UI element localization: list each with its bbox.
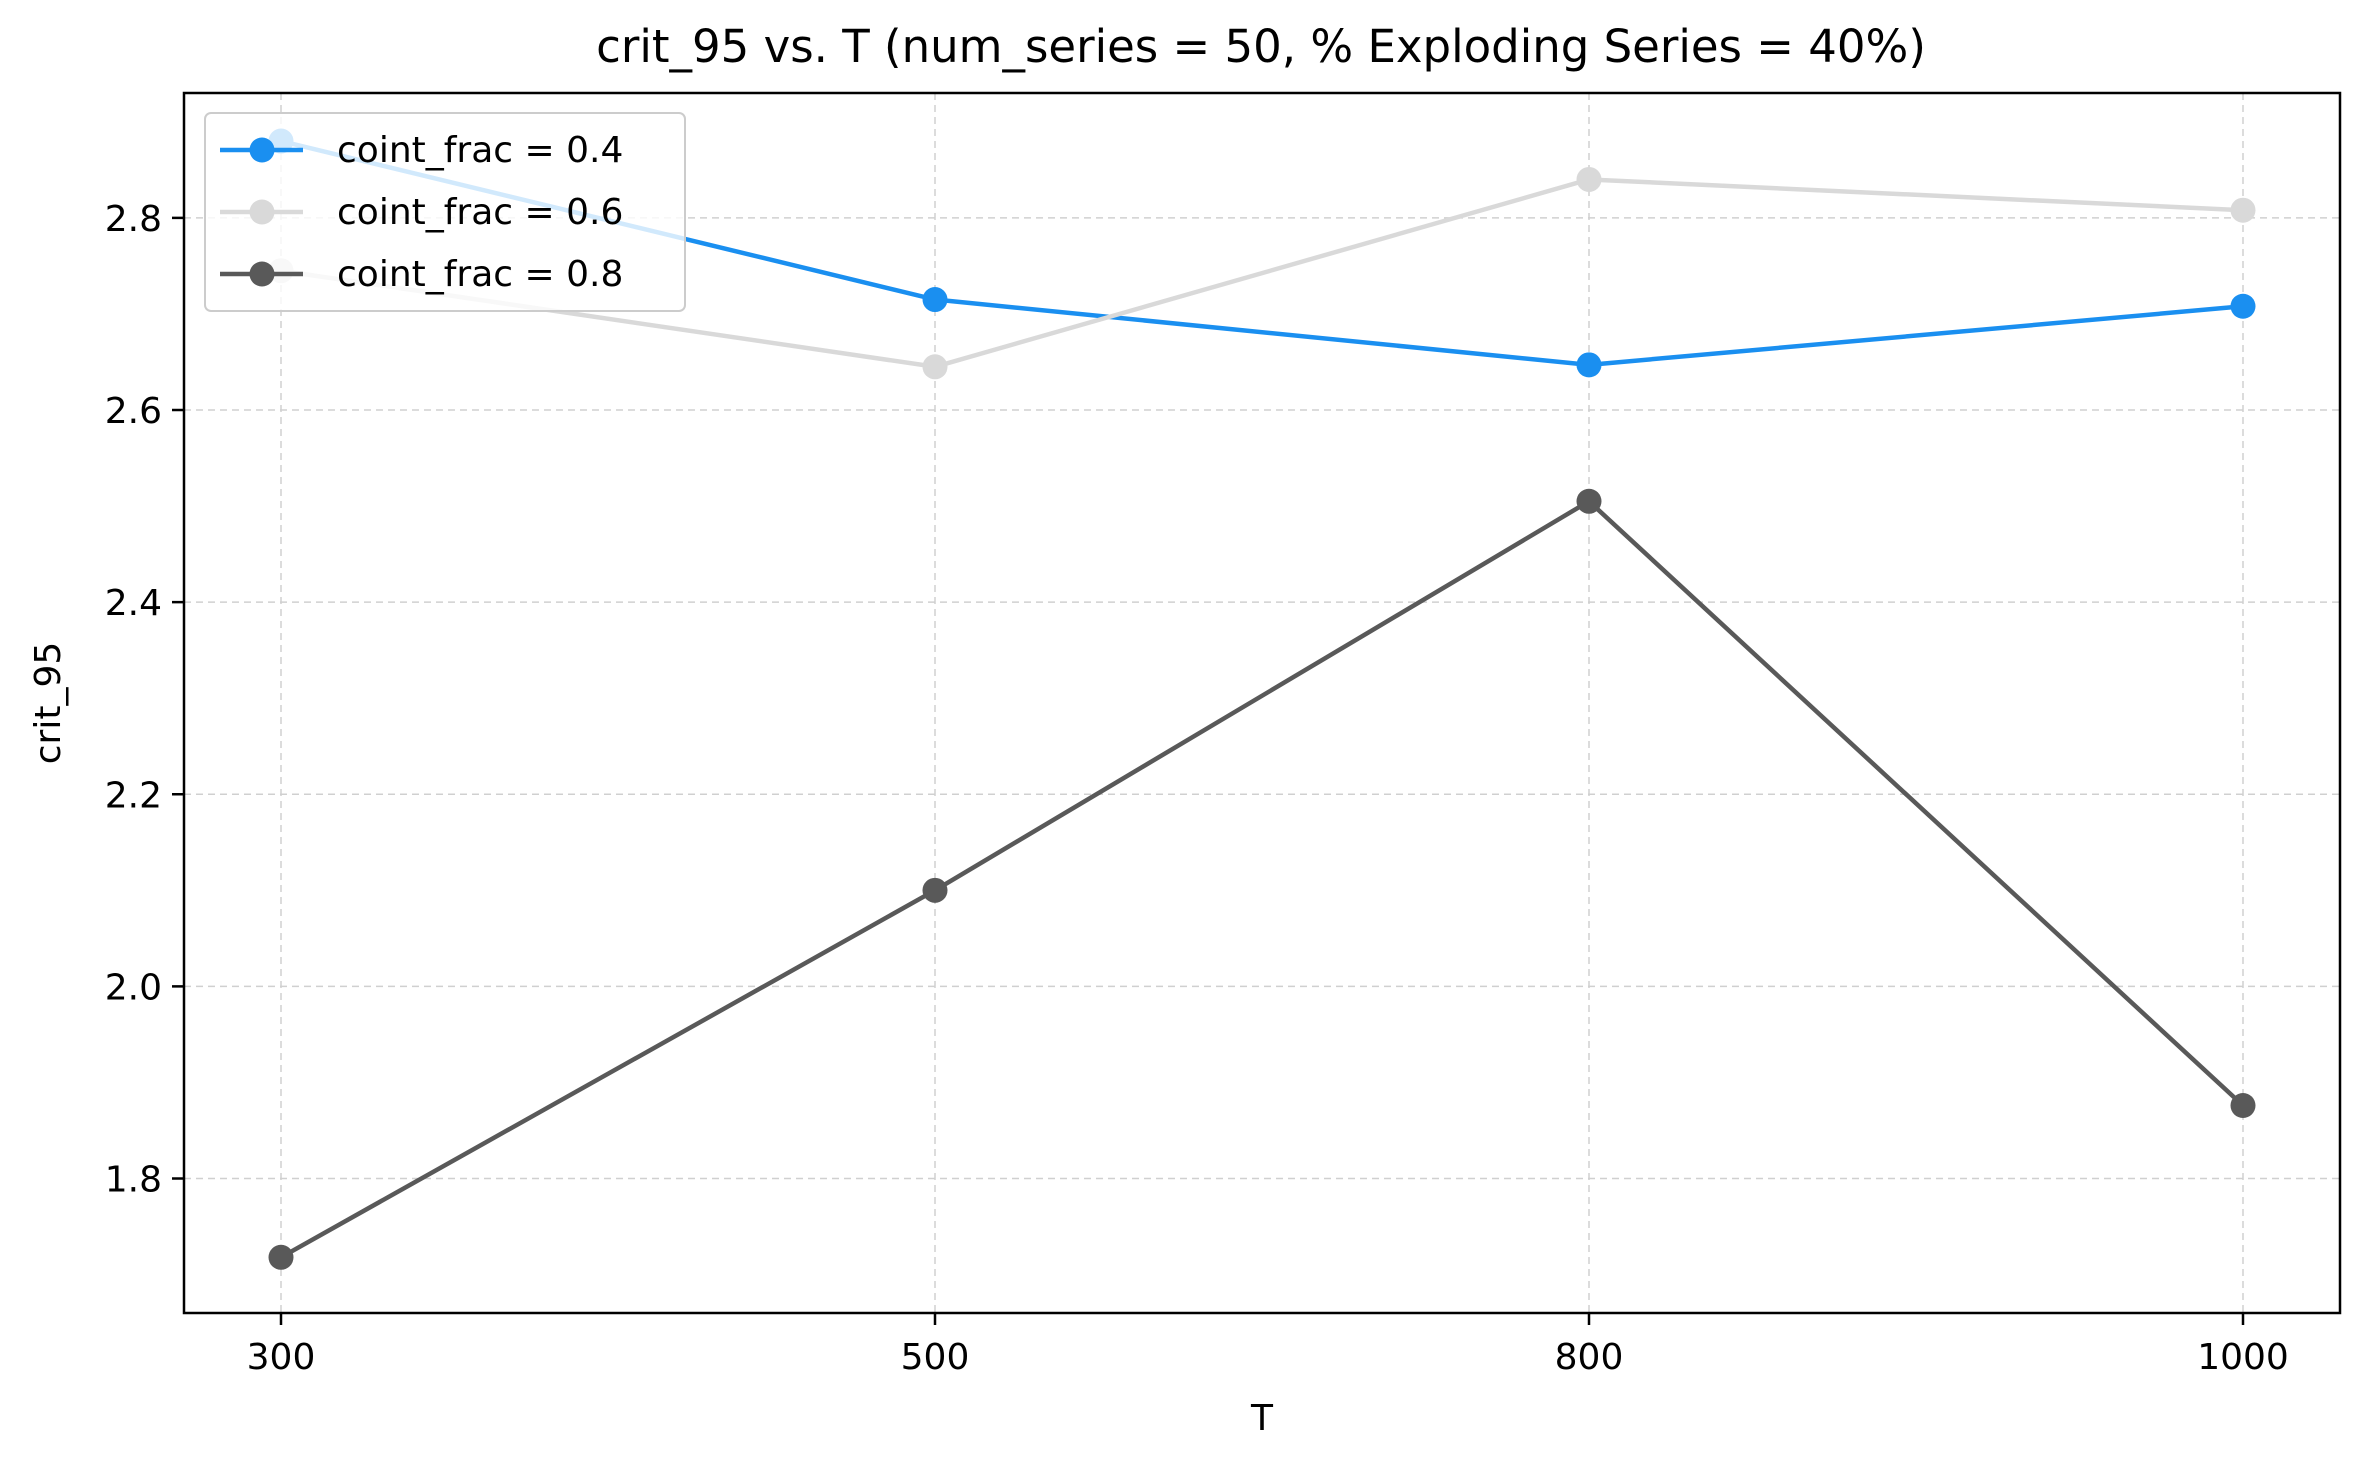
legend-label: coint_frac = 0.4 (337, 130, 623, 171)
plot-area-frame (182, 91, 2342, 1315)
data-point (268, 1244, 294, 1270)
series-line (279, 499, 2245, 1260)
y-tick-label: 1.8 (105, 1160, 162, 1201)
data-point (922, 287, 948, 313)
data-point (922, 877, 948, 903)
x-axis-label: T (1250, 1398, 1274, 1439)
x-tick-label: 800 (1555, 1337, 1624, 1378)
x-tick-label: 500 (901, 1337, 970, 1378)
legend-marker (249, 261, 275, 287)
y-tick-label: 2.4 (105, 583, 162, 624)
legend-label: coint_frac = 0.8 (337, 254, 623, 295)
data-point (2230, 1093, 2256, 1119)
data-point (922, 354, 948, 380)
legend-label: coint_frac = 0.6 (337, 192, 623, 233)
chart-title: crit_95 vs. T (num_series = 50, % Explod… (596, 20, 1926, 73)
data-point (1576, 352, 1602, 378)
legend-marker (249, 137, 275, 163)
series-3 (268, 488, 2256, 1270)
data-point (2230, 293, 2256, 319)
data-point (1576, 488, 1602, 514)
y-tick-label: 2.6 (105, 391, 162, 432)
data-point (1576, 166, 1602, 192)
y-tick-label: 2.2 (105, 775, 162, 816)
axes: 300 500 800 1000 1.8 2.0 2.2 2.4 2.6 2.8 (105, 199, 2289, 1378)
x-tick-label: 1000 (2197, 1337, 2289, 1378)
legend: coint_frac = 0.4 coint_frac = 0.6 coint_fr… (204, 112, 686, 312)
y-axis-label: crit_95 (28, 642, 69, 765)
legend-marker (249, 199, 275, 225)
data-point (2230, 197, 2256, 223)
legend-box (204, 112, 686, 312)
x-tick-label: 300 (247, 1337, 316, 1378)
series-line (280, 177, 2244, 370)
y-tick-label: 2.8 (105, 199, 162, 240)
y-tick-label: 2.0 (105, 967, 162, 1008)
